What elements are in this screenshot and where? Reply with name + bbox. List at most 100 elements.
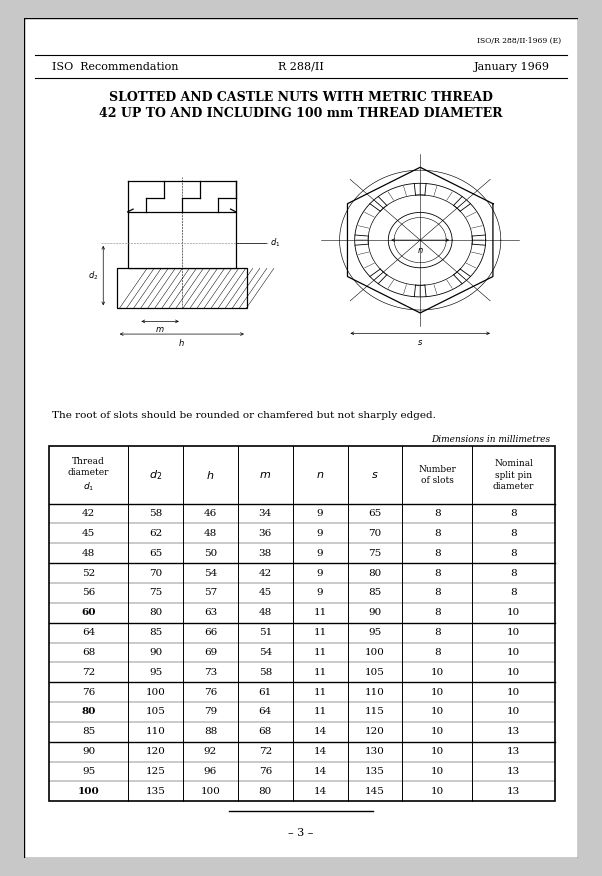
Text: 42: 42 xyxy=(259,569,272,577)
Text: 135: 135 xyxy=(146,787,166,796)
Text: $m$: $m$ xyxy=(259,470,272,480)
Text: 14: 14 xyxy=(314,727,327,737)
Text: 72: 72 xyxy=(82,668,95,677)
Text: 80: 80 xyxy=(368,569,382,577)
Text: 120: 120 xyxy=(365,727,385,737)
Text: 69: 69 xyxy=(204,648,217,657)
Text: 73: 73 xyxy=(204,668,217,677)
Text: 110: 110 xyxy=(146,727,166,737)
Text: 145: 145 xyxy=(365,787,385,796)
Text: 11: 11 xyxy=(314,648,327,657)
Text: 96: 96 xyxy=(204,767,217,776)
Text: 9: 9 xyxy=(317,509,323,518)
Text: 105: 105 xyxy=(365,668,385,677)
Text: 8: 8 xyxy=(434,509,441,518)
Text: ISO/R 288/II·1969 (E): ISO/R 288/II·1969 (E) xyxy=(477,37,561,45)
Text: 61: 61 xyxy=(259,688,272,696)
Text: 95: 95 xyxy=(368,628,382,637)
Text: 42 UP TO AND INCLUDING 100 mm THREAD DIAMETER: 42 UP TO AND INCLUDING 100 mm THREAD DIA… xyxy=(99,107,503,120)
Text: 100: 100 xyxy=(146,688,166,696)
Text: 75: 75 xyxy=(368,548,382,558)
Text: 125: 125 xyxy=(146,767,166,776)
Text: 130: 130 xyxy=(365,747,385,756)
Text: 105: 105 xyxy=(146,708,166,717)
Text: 70: 70 xyxy=(368,529,382,538)
Text: 13: 13 xyxy=(507,747,520,756)
Text: Dimensions in millimetres: Dimensions in millimetres xyxy=(431,435,550,444)
Text: 8: 8 xyxy=(434,589,441,597)
Text: 50: 50 xyxy=(204,548,217,558)
Text: 57: 57 xyxy=(204,589,217,597)
Text: 8: 8 xyxy=(434,569,441,577)
Text: 58: 58 xyxy=(259,668,272,677)
Text: 120: 120 xyxy=(146,747,166,756)
Text: 65: 65 xyxy=(368,509,382,518)
Text: Nominal
split pin
diameter: Nominal split pin diameter xyxy=(493,459,535,491)
Text: 14: 14 xyxy=(314,747,327,756)
Text: 62: 62 xyxy=(149,529,163,538)
Text: 115: 115 xyxy=(365,708,385,717)
Text: 10: 10 xyxy=(431,767,444,776)
Text: Thread
diameter
$d_1$: Thread diameter $d_1$ xyxy=(68,457,110,492)
Text: 95: 95 xyxy=(149,668,163,677)
Text: 38: 38 xyxy=(259,548,272,558)
Text: $d_2$: $d_2$ xyxy=(88,269,99,282)
Text: 95: 95 xyxy=(82,767,95,776)
Text: 64: 64 xyxy=(82,628,95,637)
Text: 90: 90 xyxy=(82,747,95,756)
Text: 85: 85 xyxy=(368,589,382,597)
Text: 10: 10 xyxy=(431,747,444,756)
Text: $s$: $s$ xyxy=(417,338,423,347)
Text: $d_1$: $d_1$ xyxy=(270,237,280,249)
Text: 10: 10 xyxy=(507,688,520,696)
Text: $h$: $h$ xyxy=(178,337,185,348)
Text: 10: 10 xyxy=(507,708,520,717)
Text: 76: 76 xyxy=(259,767,272,776)
Text: 90: 90 xyxy=(149,648,163,657)
Text: 9: 9 xyxy=(317,569,323,577)
Text: – 3 –: – 3 – xyxy=(288,828,314,838)
Polygon shape xyxy=(117,268,247,308)
Text: 8: 8 xyxy=(434,529,441,538)
Text: 45: 45 xyxy=(82,529,95,538)
Text: 64: 64 xyxy=(259,708,272,717)
Text: $n$: $n$ xyxy=(417,246,424,255)
Text: 100: 100 xyxy=(78,787,99,796)
Text: January 1969: January 1969 xyxy=(474,61,550,72)
Text: 51: 51 xyxy=(259,628,272,637)
Text: 11: 11 xyxy=(314,708,327,717)
Text: 110: 110 xyxy=(365,688,385,696)
Text: 76: 76 xyxy=(204,688,217,696)
Text: 68: 68 xyxy=(259,727,272,737)
Text: 10: 10 xyxy=(431,727,444,737)
Text: 48: 48 xyxy=(82,548,95,558)
Text: 13: 13 xyxy=(507,767,520,776)
Text: 68: 68 xyxy=(82,648,95,657)
Text: 63: 63 xyxy=(204,608,217,618)
Text: 14: 14 xyxy=(314,787,327,796)
Bar xyxy=(49,447,554,802)
Text: 66: 66 xyxy=(204,628,217,637)
Text: 10: 10 xyxy=(507,648,520,657)
Text: 80: 80 xyxy=(149,608,163,618)
Polygon shape xyxy=(128,212,236,268)
Text: 80: 80 xyxy=(259,787,272,796)
Text: 9: 9 xyxy=(317,589,323,597)
Text: 8: 8 xyxy=(510,548,517,558)
Text: ISO  Recommendation: ISO Recommendation xyxy=(52,61,178,72)
Text: 75: 75 xyxy=(149,589,163,597)
Text: 8: 8 xyxy=(434,648,441,657)
Text: R 288/II: R 288/II xyxy=(278,61,324,72)
Text: 56: 56 xyxy=(82,589,95,597)
Text: 45: 45 xyxy=(259,589,272,597)
Text: 70: 70 xyxy=(149,569,163,577)
Text: SLOTTED AND CASTLE NUTS WITH METRIC THREAD: SLOTTED AND CASTLE NUTS WITH METRIC THRE… xyxy=(109,91,493,104)
Text: 46: 46 xyxy=(204,509,217,518)
Text: 14: 14 xyxy=(314,767,327,776)
Text: 52: 52 xyxy=(82,569,95,577)
Text: Number
of slots: Number of slots xyxy=(418,465,456,485)
Text: 8: 8 xyxy=(434,548,441,558)
Text: 58: 58 xyxy=(149,509,163,518)
Text: 36: 36 xyxy=(259,529,272,538)
Text: 10: 10 xyxy=(431,668,444,677)
